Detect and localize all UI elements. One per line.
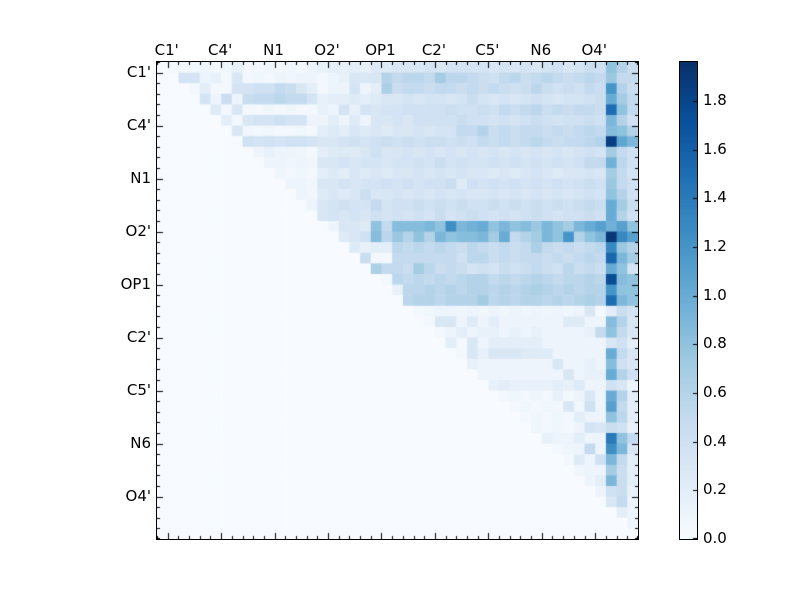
heatmap-canvas xyxy=(157,62,638,539)
colorbar-tick-label-1.2: 1.2 xyxy=(703,236,727,255)
y-tick-label-O4': O4' xyxy=(125,486,151,505)
colorbar-tick-label-1.6: 1.6 xyxy=(703,139,727,158)
colorbar-canvas xyxy=(680,62,697,539)
colorbar-tick-label-1.4: 1.4 xyxy=(703,188,727,207)
y-tick-label-N6: N6 xyxy=(130,433,151,452)
y-tick-label-C5': C5' xyxy=(126,380,151,399)
colorbar xyxy=(679,61,698,540)
x-tick-label-OP1: OP1 xyxy=(365,41,396,59)
colorbar-tick-label-1.8: 1.8 xyxy=(703,90,727,109)
colorbar-tick-label-0.0: 0.0 xyxy=(703,529,727,547)
y-tick-label-C2': C2' xyxy=(126,327,151,346)
x-tick-label-N6: N6 xyxy=(530,41,552,59)
colorbar-tick-label-0.2: 0.2 xyxy=(703,480,727,499)
colorbar-tick-label-0.8: 0.8 xyxy=(703,334,727,353)
y-tick-label-C4': C4' xyxy=(126,115,151,134)
x-tick-label-C5': C5' xyxy=(475,41,500,59)
y-tick-label-C1': C1' xyxy=(126,62,151,81)
x-tick-label-O4': O4' xyxy=(581,41,607,59)
x-tick-label-N1: N1 xyxy=(263,41,284,59)
colorbar-tick-label-1.0: 1.0 xyxy=(703,285,727,304)
x-tick-label-C4': C4' xyxy=(208,41,233,59)
x-tick-label-C1': C1' xyxy=(154,41,179,59)
heatmap-axes xyxy=(156,61,639,540)
colorbar-tick-label-0.4: 0.4 xyxy=(703,431,727,450)
y-tick-label-O2': O2' xyxy=(125,221,151,240)
colorbar-tick-label-0.6: 0.6 xyxy=(703,382,727,401)
y-tick-label-OP1: OP1 xyxy=(120,274,151,293)
y-tick-label-N1: N1 xyxy=(130,168,151,187)
x-tick-label-C2': C2' xyxy=(421,41,446,59)
x-tick-label-O2': O2' xyxy=(314,41,340,59)
